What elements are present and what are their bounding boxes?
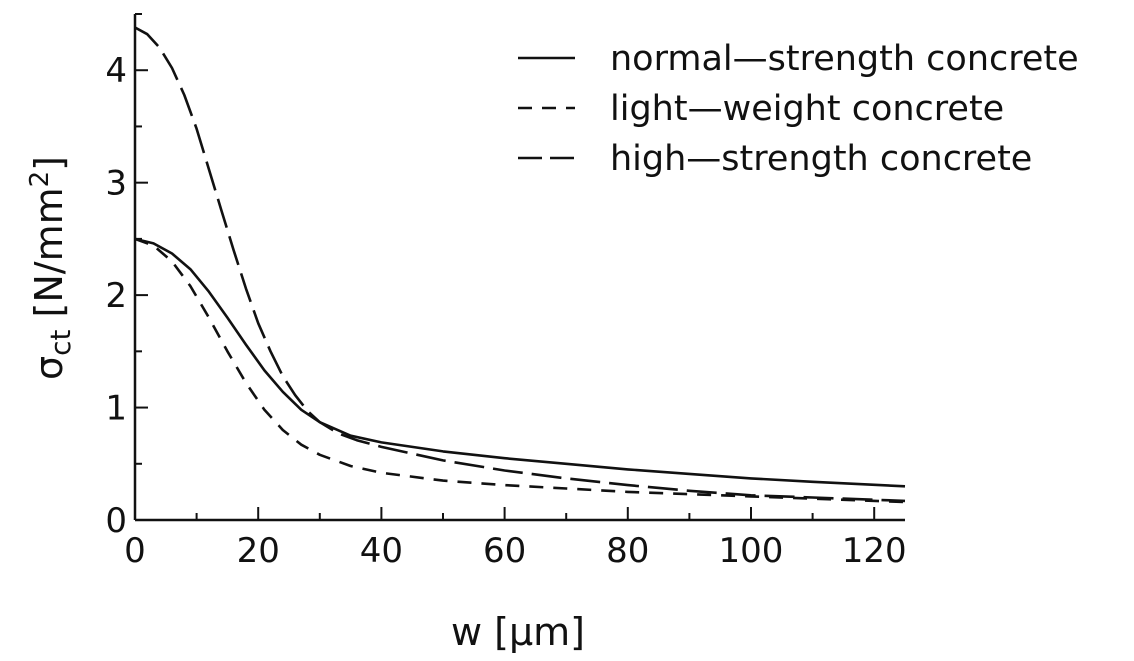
series-layer (134, 26, 906, 504)
y-axis-title-close: ] (27, 156, 71, 171)
series-line-2 (134, 237, 906, 504)
x-axis-title: w [μm] (451, 610, 585, 654)
y-axis-title: σct [N/mm2] (25, 156, 77, 380)
x-tick-label: 100 (719, 531, 784, 571)
y-tick-label: 2 (105, 276, 127, 316)
series-line-3 (134, 26, 906, 503)
y-tick-label: 1 (105, 389, 127, 429)
legend-label-3: high—strength concrete (610, 139, 1032, 179)
y-axis-title-superscript: 2 (25, 171, 55, 188)
y-tick-label: 3 (105, 164, 127, 204)
y-axis-title-symbol: σ (27, 356, 71, 380)
y-tick-label: 0 (105, 501, 127, 541)
x-tick-label: 60 (483, 531, 526, 571)
x-tick-label: 120 (842, 531, 907, 571)
x-tick-label: 80 (606, 531, 649, 571)
svg-text:σct [N/mm2]: σct [N/mm2] (25, 156, 77, 380)
y-tick-label: 4 (105, 51, 127, 91)
legend-label-1: normal—strength concrete (610, 39, 1079, 79)
axes: 0 20 40 60 80 100 120 0 1 2 3 4 (105, 13, 907, 571)
legend: normal—strength concrete light—weight con… (518, 39, 1079, 179)
legend-label-2: light—weight concrete (610, 89, 1004, 129)
x-tick-label: 0 (124, 531, 146, 571)
x-tick-label: 40 (360, 531, 403, 571)
y-axis-title-units: [N/mm (27, 187, 71, 329)
series-line-1 (134, 237, 906, 488)
y-axis-title-subscript: ct (44, 330, 77, 356)
x-tick-label: 20 (237, 531, 280, 571)
